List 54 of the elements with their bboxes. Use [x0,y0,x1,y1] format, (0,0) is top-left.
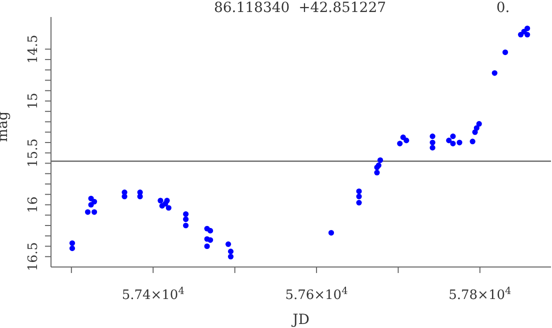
point [397,140,403,146]
point [208,237,214,243]
point [356,194,362,200]
y-tick-label: 15 [26,92,41,110]
point [158,198,164,204]
point [356,188,362,194]
point [377,157,384,163]
point [446,138,452,144]
point [164,198,170,204]
point [502,49,508,56]
point [166,205,172,211]
point [208,228,214,234]
x-axis-title: JD [290,312,310,328]
text: 0. [496,0,510,16]
point [122,194,128,200]
point [183,211,189,217]
point [470,138,476,144]
y-tick-label: 15.5 [26,138,41,168]
point [450,133,456,140]
point [356,200,362,206]
point [450,140,456,146]
point [69,246,76,252]
point [492,70,498,76]
point [374,170,380,176]
point [183,222,189,228]
point [404,138,410,144]
point [430,140,436,146]
point [518,32,524,38]
point [159,202,165,209]
point [84,209,91,215]
point [524,32,530,38]
point [474,125,480,131]
point [225,241,232,247]
point [430,133,436,140]
point [183,216,189,222]
point [92,209,98,215]
x-tick-label: 5.74×10$^{4}$ [122,286,184,303]
point [456,140,462,146]
point [524,26,530,32]
y-tick-label: 16 [26,196,41,214]
point [228,254,234,260]
x-tick-label: 5.76×10$^{4}$ [285,286,348,303]
point [69,240,76,246]
point [92,198,98,204]
point [204,243,210,250]
point [476,121,482,127]
point [228,248,234,254]
y-tick-label: 14.5 [26,34,41,64]
y-tick-label: 16.5 [26,242,41,272]
x-tick-label: 5.78×10$^{4}$ [448,286,512,303]
point [430,144,436,151]
point [137,194,143,200]
point [328,230,334,236]
chart-title: 86.118340 +42.851227 [214,0,386,16]
